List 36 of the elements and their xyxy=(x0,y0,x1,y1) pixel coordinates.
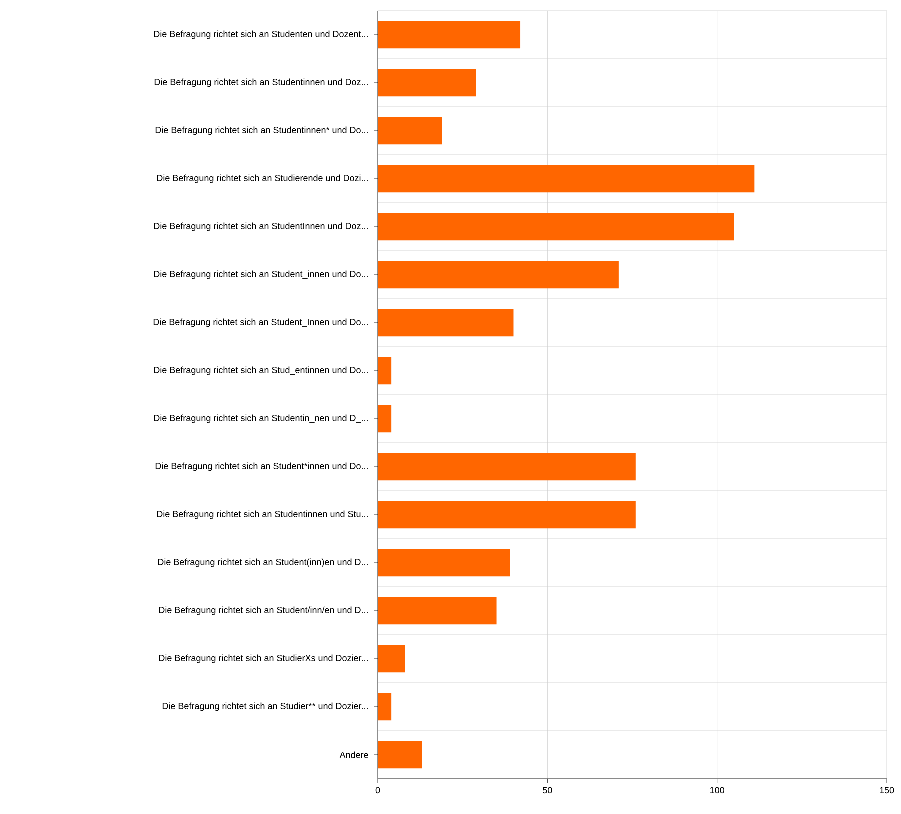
y-tick-label: Die Befragung richtet sich an Student(inn)en und D... xyxy=(158,558,368,568)
y-tick-label: Die Befragung richtet sich an Studier** und Dozier... xyxy=(162,702,368,712)
x-tick-label: 150 xyxy=(880,787,894,794)
bar xyxy=(378,549,510,577)
y-tick-label: Die Befragung richtet sich an StudierXs und Dozier... xyxy=(159,654,368,664)
bar xyxy=(378,21,521,49)
y-tick-label: Die Befragung richtet sich an StudentInnen und Doz... xyxy=(154,222,368,232)
bar xyxy=(378,453,636,481)
bar xyxy=(378,693,392,721)
bar xyxy=(378,501,636,529)
y-tick-label: Die Befragung richtet sich an Student_Innen und Do... xyxy=(154,318,368,328)
y-tick-label: Die Befragung richtet sich an Studentinnen und Doz... xyxy=(154,78,368,88)
y-tick-label: Die Befragung richtet sich an Stud_entinnen und Do... xyxy=(154,366,368,376)
x-tick-label: 50 xyxy=(543,787,552,794)
y-tick-label: Die Befragung richtet sich an Studentinnen* und Do... xyxy=(156,126,368,136)
bar xyxy=(378,645,406,673)
bar xyxy=(378,261,619,289)
y-tick-label: Die Befragung richtet sich an Studentin_nen und D_... xyxy=(154,414,368,424)
bar xyxy=(378,597,497,625)
y-tick-label: Die Befragung richtet sich an Studierende und Dozi... xyxy=(157,174,368,184)
x-tick-label: 0 xyxy=(376,787,380,794)
y-tick-label: Die Befragung richtet sich an Student_innen und Do... xyxy=(154,270,368,280)
bar xyxy=(378,165,755,193)
y-tick-label: Die Befragung richtet sich an Student/inn/en und D... xyxy=(159,606,368,616)
y-tick-label: Die Befragung richtet sich an Student*innen und Do... xyxy=(156,462,368,472)
bar xyxy=(378,405,392,433)
y-tick-label: Die Befragung richtet sich an Studentinnen und Stu... xyxy=(157,510,368,520)
y-tick-label: Andere xyxy=(340,752,368,758)
bar xyxy=(378,213,734,241)
bar xyxy=(378,309,514,337)
y-tick-label: Die Befragung richtet sich an Studenten und Dozent... xyxy=(154,30,368,40)
bar xyxy=(378,117,442,145)
x-tick-label: 100 xyxy=(710,787,724,794)
bar xyxy=(378,69,476,97)
bar xyxy=(378,357,392,385)
bar xyxy=(378,741,422,769)
